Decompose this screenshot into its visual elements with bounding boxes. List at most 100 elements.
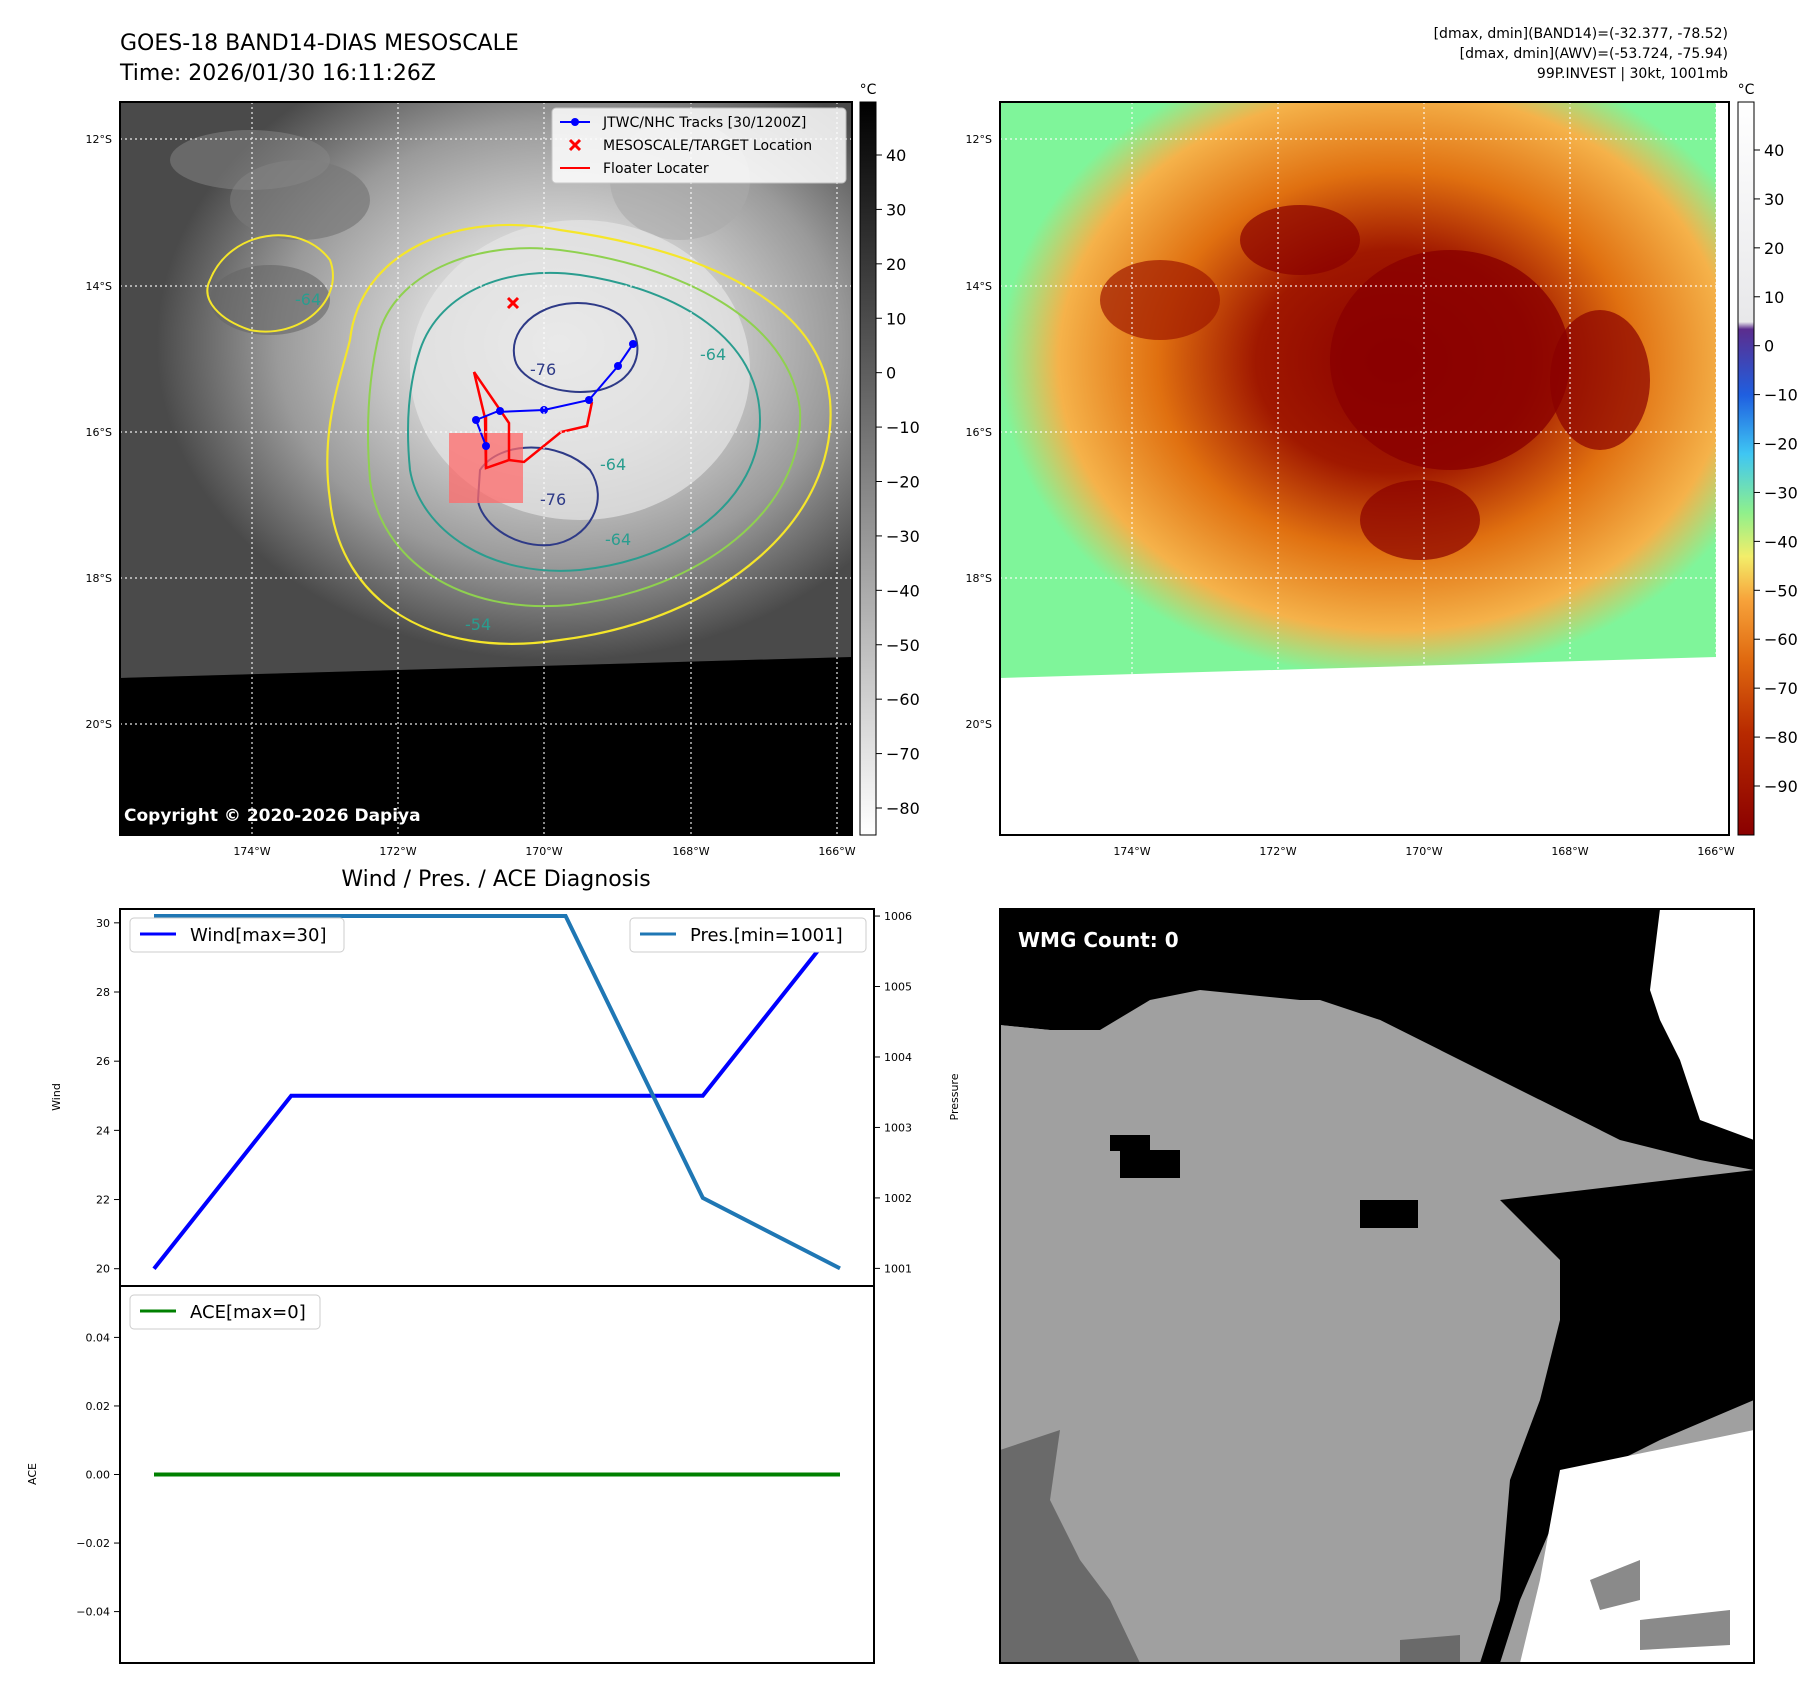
lat-label: 12°S — [966, 133, 992, 146]
colorbar-tick-label: 10 — [886, 309, 906, 328]
lat-label: 12°S — [86, 133, 112, 146]
lon-label: 168°W — [1551, 845, 1588, 858]
colorbar-tick-label: −80 — [886, 799, 920, 818]
colorbar-tick-label: −70 — [1764, 679, 1798, 698]
lon-label: 170°W — [525, 845, 562, 858]
pressure-tick-label: 1001 — [884, 1262, 912, 1275]
figure-time: Time: 2026/01/30 16:11:26Z — [119, 61, 436, 86]
colorbar-tick-label: 30 — [1764, 190, 1784, 209]
figure-title: GOES-18 BAND14-DIAS MESOSCALE — [120, 31, 519, 56]
info-storm: 99P.INVEST | 30kt, 1001mb — [1537, 66, 1728, 82]
target-marker — [506, 296, 520, 310]
track-point — [614, 362, 622, 370]
ace-tick-label: −0.04 — [76, 1606, 110, 1619]
contour-label: -54 — [465, 615, 491, 634]
lat-label: 18°S — [966, 572, 992, 585]
pressure-tick-label: 1004 — [884, 1051, 912, 1064]
ir-gridlines — [120, 102, 852, 835]
info-awv: [dmax, dmin](AWV)=(-53.724, -75.94) — [1460, 46, 1728, 62]
contour-navy-south — [476, 446, 599, 547]
colorbar-tick-label: −40 — [1764, 532, 1798, 551]
pressure-tick-label: 1006 — [884, 910, 912, 923]
ace-ylabel: ACE — [26, 1463, 39, 1485]
pressure-tick-label: 1003 — [884, 1121, 912, 1134]
legend-floater: Floater Locater — [603, 161, 709, 177]
lat-label: 16°S — [966, 426, 992, 439]
contour-yellow-west — [206, 234, 334, 333]
colorbar-tick-label: −60 — [886, 690, 920, 709]
colorbar-tick-label: −20 — [886, 473, 920, 492]
ir-lat-labels: 12°S 14°S 16°S 18°S 20°S — [86, 133, 112, 731]
colorbar-tick-label: −40 — [886, 581, 920, 600]
track-point — [496, 407, 504, 415]
colorbar-tick-label: 30 — [886, 200, 906, 219]
wmg-panel — [999, 908, 1755, 1664]
lat-label: 16°S — [86, 426, 112, 439]
colorbar-tick-label: −60 — [1764, 630, 1798, 649]
wmg-black-east — [1480, 1170, 1754, 1663]
track-point — [472, 416, 480, 424]
colorbar-tick-label: 0 — [886, 364, 896, 383]
colorbar-tick-label: −70 — [886, 745, 920, 764]
map-legend: JTWC/NHC Tracks [30/1200Z] MESOSCALE/TAR… — [551, 107, 847, 184]
wind-tick-label: 26 — [96, 1055, 110, 1068]
pressure-legend: Pres.[min=1001] — [629, 917, 867, 953]
color-gridlines — [1000, 102, 1729, 835]
colorbar-unit: °C — [860, 82, 877, 98]
wmg-white-ne — [1650, 909, 1754, 1140]
colorbar-tick-label: −50 — [1764, 581, 1798, 600]
lat-label: 20°S — [966, 718, 992, 731]
wind-tick-label: 30 — [96, 917, 110, 930]
lat-label: 14°S — [966, 280, 992, 293]
color-map-panel — [999, 101, 1730, 836]
colorbar-tick-label: 40 — [886, 146, 906, 165]
legend-target: MESOSCALE/TARGET Location — [603, 138, 812, 154]
lon-label: 170°W — [1405, 845, 1442, 858]
legend-wind: Wind[max=30] — [190, 925, 327, 946]
wind-legend: Wind[max=30] — [129, 917, 345, 953]
colorbar-tick-label: 20 — [886, 255, 906, 274]
wmg-darkgray-sw — [1000, 1430, 1140, 1663]
contour-green — [367, 247, 802, 608]
colorbar-tick-label: −10 — [886, 418, 920, 437]
ace-tick-label: 0.04 — [86, 1331, 111, 1344]
color-lon-labels: 174°W 172°W 170°W 168°W 166°W — [1113, 845, 1734, 858]
lat-label: 14°S — [86, 280, 112, 293]
ace-tick-label: −0.02 — [76, 1537, 110, 1550]
ir-map-panel: -76 -64 -64 -76 -64 -54 -64 — [119, 101, 853, 836]
info-band14: [dmax, dmin](BAND14)=(-32.377, -78.52) — [1434, 26, 1728, 42]
colorbar-tick-label: −30 — [1764, 483, 1798, 502]
contour-teal — [407, 271, 762, 572]
contour-label: -64 — [700, 345, 726, 364]
pressure-tick-label: 1002 — [884, 1192, 912, 1205]
color-colorbar: °C 40 30 20 10 0 −10 −20 −30 −40 −50 −60 −70 −80 −90 — [1737, 82, 1798, 836]
colorbar-tick-label: 10 — [1764, 288, 1784, 307]
colorbar-tick-label: −90 — [1764, 777, 1798, 796]
ace-tick-label: 0.00 — [86, 1469, 111, 1482]
colorbar-tick-label: 20 — [1764, 239, 1784, 258]
track-point — [540, 406, 548, 414]
contour-label: -64 — [605, 530, 631, 549]
colorbar-tick-label: −50 — [886, 636, 920, 655]
track-point — [585, 396, 593, 404]
colorbar-unit: °C — [1738, 82, 1755, 98]
legend-tracks: JTWC/NHC Tracks [30/1200Z] — [602, 115, 806, 131]
wind-ylabel: Wind — [50, 1083, 63, 1111]
ir-colorbar: °C 40 30 20 10 0 −10 −20 −30 −40 −50 −60 −70 −80 — [859, 82, 920, 836]
ir-lon-labels: 174°W 172°W 170°W 168°W 166°W — [233, 845, 855, 858]
wind-tick-label: 24 — [96, 1124, 110, 1137]
lon-label: 174°W — [233, 845, 270, 858]
track-point — [482, 442, 490, 450]
lon-label: 174°W — [1113, 845, 1150, 858]
ace-tick-label: 0.02 — [86, 1400, 111, 1413]
floater-locater-line-2 — [472, 371, 511, 460]
ace-legend: ACE[max=0] — [129, 1294, 321, 1330]
colorbar-tick-label: 0 — [1764, 337, 1774, 356]
diagnosis-title: Wind / Pres. / ACE Diagnosis — [341, 867, 650, 892]
colorbar-tick-label: −80 — [1764, 728, 1798, 747]
lon-label: 166°W — [818, 845, 855, 858]
contour-label: -76 — [540, 490, 566, 509]
lat-label: 18°S — [86, 572, 112, 585]
color-lat-labels: 12°S 14°S 16°S 18°S 20°S — [966, 133, 992, 731]
